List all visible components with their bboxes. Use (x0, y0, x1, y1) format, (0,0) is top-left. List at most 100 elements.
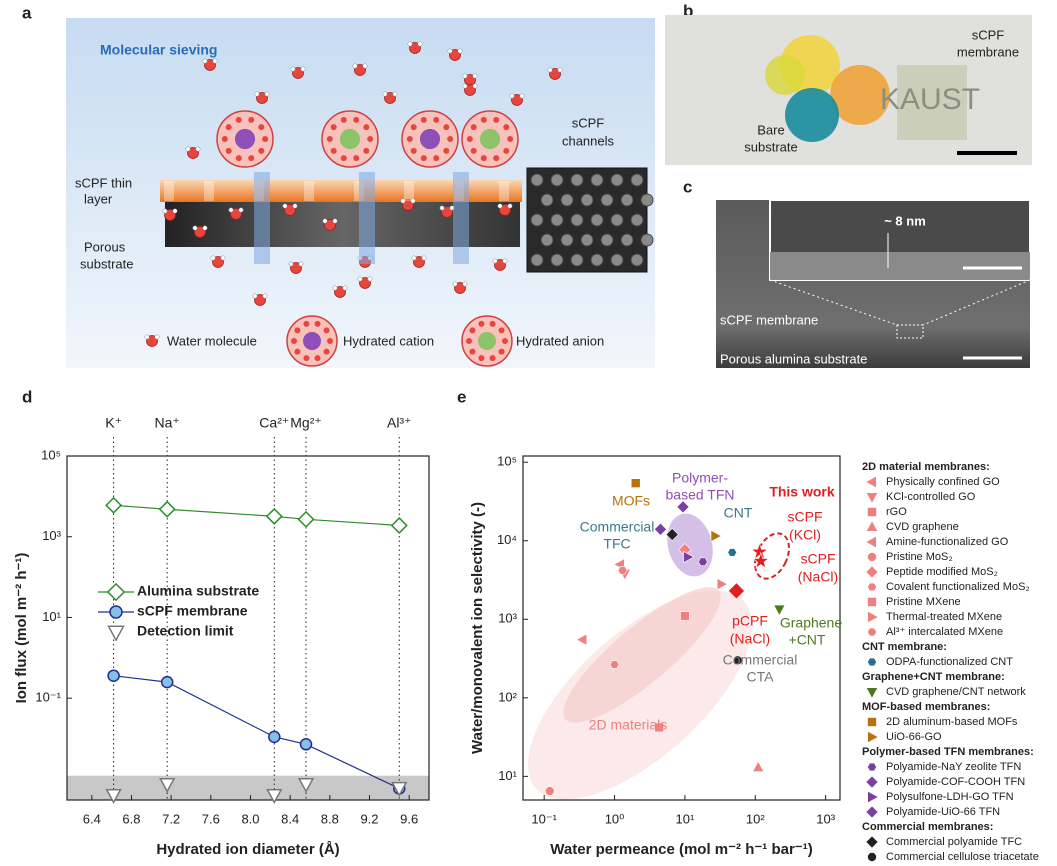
water-molecule (511, 94, 523, 106)
shell-water (323, 348, 330, 355)
region (563, 587, 721, 723)
shell-water (410, 124, 417, 131)
channels-label: sCPF (572, 115, 605, 130)
water-h (228, 207, 234, 213)
flow-arrow (453, 172, 469, 264)
water-h (472, 73, 478, 79)
shell-water (326, 136, 333, 142)
legend-label: Polyamide-UiO-66 TFN (886, 806, 1000, 818)
water-h (362, 63, 368, 69)
y-tick-label: 10⁵ (41, 447, 61, 462)
x-axis-title: Hydrated ion diameter (Å) (156, 841, 339, 858)
legend-marker (866, 476, 876, 488)
framework-atom (610, 173, 624, 187)
legend-label: Detection limit (137, 623, 234, 639)
water-h (410, 198, 416, 204)
framework-atom (560, 193, 574, 207)
water-h (185, 146, 191, 152)
framework-atom (600, 193, 614, 207)
y-tick-label: 10³ (498, 611, 517, 626)
y-tick-label: 10⁴ (497, 532, 517, 547)
water-molecule (230, 208, 242, 220)
legend-marker (107, 625, 125, 642)
framework-atom (530, 213, 544, 227)
annotation: Graphene (780, 615, 842, 631)
data-point (750, 542, 769, 560)
y-axis-title: Ion flux (mol m⁻² h⁻¹) (13, 553, 30, 704)
water-molecule (187, 147, 199, 159)
pore (204, 181, 214, 201)
shell-water (478, 355, 485, 362)
water-h (492, 258, 498, 264)
shell-water (340, 155, 347, 162)
data-point (390, 516, 408, 534)
framework-atom (530, 253, 544, 267)
water-h (439, 205, 445, 211)
data-point (676, 500, 690, 514)
y-tick-label: 10² (498, 689, 517, 704)
legend-label: Al³⁺ intercalated MXene (886, 626, 1003, 638)
annotation: pCPF (732, 613, 768, 629)
water-molecule (359, 277, 371, 289)
x-tick-label: 7.2 (162, 811, 180, 826)
shell-water (443, 147, 450, 154)
shell-water (433, 155, 440, 162)
water-molecule (256, 92, 268, 104)
water-molecule (194, 226, 206, 238)
ion-label: K⁺ (105, 415, 122, 431)
data-point (732, 655, 743, 666)
water-h (502, 258, 508, 264)
framework-atom (620, 193, 634, 207)
data-point (105, 788, 122, 804)
shell-water (330, 147, 337, 154)
legend-marker (866, 521, 878, 531)
zoom-box (896, 324, 924, 339)
data-point (266, 788, 283, 804)
x-tick-label: 6.8 (122, 811, 140, 826)
data-point (105, 496, 123, 514)
water-h (462, 83, 468, 89)
legend-heading: CNT membrane: (862, 641, 947, 653)
water-h (238, 207, 244, 213)
x-axis-title: Water permeance (mol m⁻² h⁻¹ bar⁻¹) (550, 841, 812, 858)
shell-water (469, 348, 476, 355)
framework-atom (580, 233, 594, 247)
water-molecule (354, 64, 366, 76)
ion-core (419, 128, 441, 150)
annotation: based TFN (666, 487, 735, 503)
shell-water (507, 136, 514, 142)
water-h (332, 218, 338, 224)
ion-label: Al³⁺ (387, 415, 412, 431)
sem-inset-layer (770, 252, 1030, 280)
legend-heading: Commercial membranes: (862, 821, 993, 833)
water-h (447, 48, 453, 54)
shell-water (410, 147, 417, 154)
water-h (392, 91, 398, 97)
legend-label: Hydrated anion (516, 333, 604, 348)
y-tick-label: 10¹ (42, 609, 61, 624)
x-tick-label: 10³ (816, 811, 835, 826)
shell-water (248, 155, 255, 162)
water-h (220, 255, 226, 261)
legend-label: Hydrated cation (343, 333, 434, 348)
photo-disc (785, 88, 839, 142)
water-h (202, 58, 208, 64)
legend-label: Polyamide-COF-COOH TFN (886, 776, 1025, 788)
flow-arrow (359, 172, 375, 264)
legend-label: rGO (886, 506, 907, 518)
x-tick-label: 6.4 (83, 811, 101, 826)
legend-marker (866, 688, 878, 698)
legend-label: UiO-66-GO (886, 731, 942, 743)
legend-label: Peptide modified MoS₂ (886, 566, 998, 578)
y-tick-label: 10³ (42, 528, 61, 543)
data-point (654, 522, 668, 536)
ion-core (303, 332, 321, 350)
water-molecule (454, 282, 466, 294)
region (527, 590, 753, 800)
data-point (609, 660, 620, 669)
legend-marker (866, 806, 878, 818)
legend-marker (867, 628, 877, 636)
shell-water (248, 116, 255, 123)
water-molecule (441, 206, 453, 218)
